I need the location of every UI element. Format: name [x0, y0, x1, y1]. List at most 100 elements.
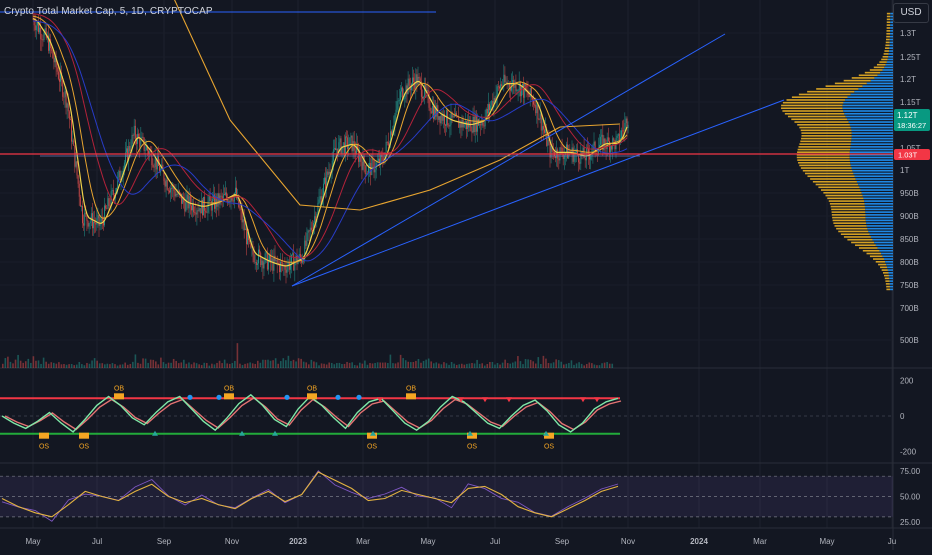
- volume-bar: [552, 362, 555, 368]
- candle-body: [166, 179, 168, 190]
- volume-profile-bar: [781, 104, 843, 107]
- volume-profile-bar: [885, 280, 890, 282]
- candle-body: [49, 38, 50, 51]
- candle-body: [147, 146, 148, 151]
- volume-bar: [35, 360, 37, 368]
- candle-body: [500, 84, 501, 89]
- candle-body: [439, 116, 441, 124]
- volume-profile-bar: [850, 148, 893, 151]
- volume-bar: [563, 364, 565, 368]
- candle-body: [304, 240, 306, 262]
- candle-body: [325, 177, 327, 189]
- volume-bar: [42, 357, 45, 368]
- candle-body: [502, 85, 504, 87]
- oscillator-layer: OB OB OB OB OS OS OS OS OS: [0, 385, 893, 451]
- volume-profile-bar: [888, 56, 893, 58]
- volume-bar: [149, 359, 152, 368]
- volume-profile-bar: [781, 107, 843, 110]
- candle-body: [264, 253, 266, 263]
- chart-title: Crypto Total Market Cap, 5, 1D, CRYPTOCA…: [4, 6, 213, 17]
- candle-body: [414, 81, 416, 90]
- volume-bar: [302, 361, 305, 368]
- candle-body: [518, 82, 520, 91]
- volume-bar: [580, 363, 583, 368]
- candle-body: [126, 148, 127, 153]
- candle-body: [430, 111, 432, 114]
- candle-body: [493, 98, 495, 108]
- volume-bar: [606, 362, 608, 368]
- candle-body: [451, 111, 453, 118]
- volume-bar: [116, 365, 119, 368]
- candle-body: [132, 134, 134, 136]
- volume-profile-bar: [885, 41, 890, 44]
- candle-body: [53, 58, 55, 63]
- volume-bar: [336, 363, 338, 368]
- volume-bar: [453, 363, 455, 368]
- y-tick-label: 1.15T: [900, 98, 921, 107]
- candle-body: [519, 82, 521, 97]
- volume-profile-bar: [842, 104, 893, 107]
- candle-body: [543, 126, 544, 130]
- candle-body: [292, 253, 294, 255]
- candle-body: [106, 208, 108, 210]
- volume-profile-bar: [889, 35, 893, 38]
- candle-body: [313, 222, 314, 232]
- currency-button[interactable]: USD: [893, 3, 929, 23]
- volume-bar: [244, 363, 246, 368]
- candle-body: [489, 104, 490, 111]
- volume-bar: [323, 363, 325, 368]
- candle-body: [269, 254, 270, 261]
- volume-bar: [208, 365, 211, 368]
- candle-body: [505, 81, 507, 83]
- candle-body: [562, 154, 564, 160]
- volume-bar: [601, 363, 603, 368]
- volume-profile-bar: [889, 280, 893, 282]
- candle-body: [305, 240, 307, 246]
- candle-body: [42, 39, 44, 41]
- volume-profile-bar: [890, 21, 893, 24]
- candle-body: [400, 91, 401, 100]
- volume-profile-bar: [866, 225, 893, 227]
- volume-bar: [262, 359, 264, 368]
- volume-bar: [376, 362, 379, 368]
- candle-body: [156, 156, 158, 170]
- volume-bar: [185, 363, 188, 368]
- candle-body: [401, 87, 402, 92]
- volume-profile-bar: [886, 35, 890, 38]
- volume-bar: [277, 363, 279, 368]
- volume-bar: [81, 364, 83, 368]
- candle-body: [356, 144, 357, 155]
- volume-bar: [364, 360, 366, 368]
- volume-profile-bar: [864, 203, 893, 205]
- current-price-text: 1.12T: [897, 111, 918, 120]
- candle-body: [613, 138, 615, 141]
- candle-body: [409, 85, 411, 91]
- y-tick-label: 750B: [900, 281, 919, 290]
- candle-body: [144, 150, 146, 152]
- volume-profile-bar: [786, 99, 846, 101]
- volume-profile-bar: [890, 24, 893, 26]
- candle-body: [154, 158, 156, 168]
- volume-bar: [290, 361, 292, 368]
- ma-blue: [32, 20, 628, 262]
- volume-profile-bar: [890, 32, 893, 35]
- volume-bar: [195, 363, 198, 368]
- countdown-text: 18:36:27: [897, 121, 926, 130]
- volume-bar: [188, 362, 190, 368]
- candle-body: [610, 145, 611, 153]
- candle-body: [100, 217, 102, 224]
- osc-y-tick-label: 200: [900, 377, 914, 386]
- volume-profile-bar: [852, 169, 893, 172]
- volume-profile-bar: [850, 161, 893, 164]
- ma-mid-orange: [32, 15, 628, 263]
- candle-body: [503, 74, 505, 86]
- volume-bar: [608, 363, 611, 368]
- candle-body: [523, 83, 525, 98]
- candle-body: [240, 208, 242, 211]
- volume-profile-bar: [875, 261, 886, 263]
- volume-profile-bar: [872, 238, 893, 241]
- candle-body: [67, 103, 69, 112]
- ob-marker: [114, 393, 124, 400]
- volume-bar: [588, 362, 591, 368]
